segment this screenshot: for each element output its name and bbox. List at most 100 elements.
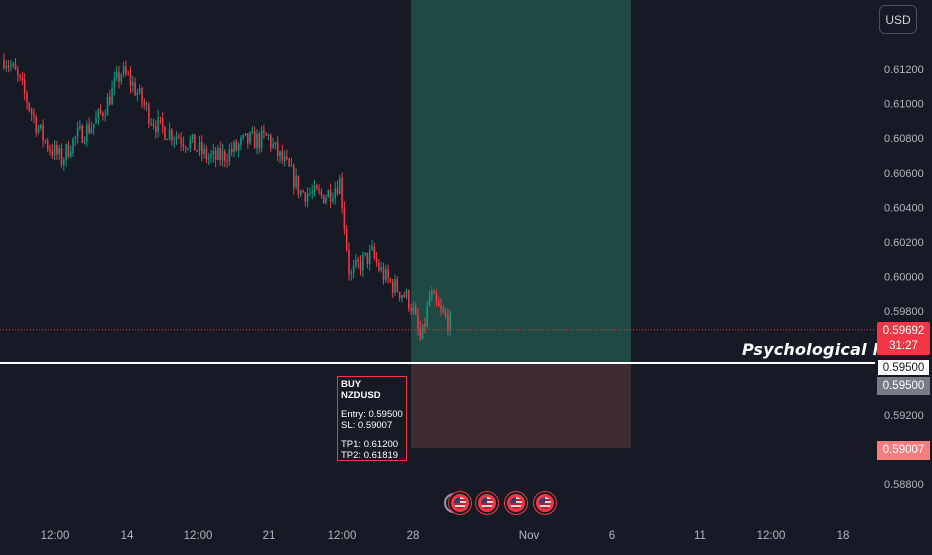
candle-body (56, 144, 58, 155)
candle-body (53, 144, 56, 156)
candle-body (65, 144, 67, 160)
candle-body (175, 136, 178, 139)
candle-body (166, 139, 169, 141)
candle-body (256, 133, 258, 149)
candle-body (276, 142, 279, 157)
candle-body (104, 115, 106, 117)
candle-body (235, 142, 238, 151)
candle-body (92, 123, 95, 129)
candle-body (141, 87, 143, 103)
candle-body (297, 175, 300, 195)
candle-body (219, 148, 221, 161)
candle-body (348, 249, 350, 274)
candle-body (350, 272, 353, 274)
candle-body (35, 116, 37, 133)
candle-body (387, 269, 389, 279)
candle-body (417, 314, 419, 329)
y-tick-label: 0.60800 (884, 133, 924, 145)
candle-body (224, 151, 226, 161)
candle-body (253, 131, 256, 149)
candle-body (385, 269, 387, 281)
candle-body (194, 134, 196, 151)
candle-body (106, 97, 109, 116)
loss-zone (411, 362, 631, 449)
us-flag-event-icon[interactable] (534, 492, 556, 514)
entry-price-tag: 0.59500 (877, 377, 930, 395)
candle-body (79, 125, 81, 129)
candle-body (191, 134, 194, 140)
candle-body (60, 147, 63, 165)
stop-loss-price-tag: 0.59007 (877, 441, 930, 460)
candle-body (30, 109, 33, 114)
candle-body (118, 71, 120, 82)
candle-body (230, 149, 233, 152)
candle-body (288, 158, 290, 167)
candle-body (329, 190, 332, 202)
candle-body (332, 198, 334, 202)
y-tick-label: 0.60000 (884, 272, 924, 284)
trade-note-tp1: TP1: 0.61200 (341, 439, 399, 450)
candle-body (129, 74, 132, 86)
bar-countdown: 31:27 (889, 340, 918, 352)
candle-body (37, 128, 40, 133)
last-price-tag: 0.59692 31:27 (877, 322, 930, 355)
candle-body (17, 69, 19, 75)
candle-body (150, 123, 152, 125)
x-tick-label: 14 (121, 530, 134, 542)
candle-body (371, 246, 373, 250)
x-tick-label: 12:00 (757, 530, 786, 542)
candle-body (189, 139, 192, 149)
candle-body (7, 66, 10, 68)
candle-body (433, 291, 435, 294)
candle-body (120, 74, 123, 82)
candle-body (111, 87, 113, 105)
candle-body (237, 144, 240, 151)
x-tick-label: 12:00 (184, 530, 213, 542)
candle-body (322, 194, 325, 204)
candle-body (5, 66, 8, 68)
us-flag-event-icon[interactable] (476, 492, 498, 514)
x-tick-label: Nov (519, 530, 540, 542)
trade-note-box[interactable]: BUY NZDUSD Entry: 0.59500 SL: 0.59007 TP… (337, 376, 407, 461)
candle-body (405, 290, 408, 297)
candle-body (221, 151, 224, 161)
candle-body (196, 150, 198, 152)
candle-body (431, 291, 433, 297)
candle-body (178, 136, 180, 139)
candle-body (233, 142, 235, 152)
candle-body (40, 124, 42, 129)
candle-body (295, 175, 297, 188)
us-flag-event-icon[interactable] (505, 492, 527, 514)
candle-body (343, 207, 346, 229)
candle-body (394, 279, 396, 293)
candle-body (19, 74, 21, 78)
candle-body (125, 66, 127, 74)
candle-body (306, 193, 309, 202)
candle-body (249, 132, 251, 144)
candle-body (339, 178, 341, 194)
candle-body (437, 301, 440, 307)
candle-body (155, 126, 157, 133)
candle-body (46, 140, 49, 149)
candle-body (334, 188, 336, 199)
candle-body (63, 159, 65, 165)
candle-body (168, 129, 171, 140)
candle-body (313, 185, 316, 192)
candle-body (270, 135, 272, 148)
currency-button[interactable]: USD (879, 5, 917, 34)
x-tick-label: 12:00 (41, 530, 70, 542)
candle-body (198, 141, 201, 151)
candle-body (99, 109, 102, 113)
candle-body (281, 151, 284, 161)
candle-body (398, 291, 401, 298)
us-flag-event-icon[interactable] (449, 492, 471, 514)
candle-body (412, 307, 415, 311)
candle-body (157, 117, 159, 133)
candle-body (145, 104, 148, 106)
candle-body (366, 252, 369, 264)
candle-body (408, 290, 410, 309)
candle-body (76, 128, 79, 137)
candle-body (403, 295, 405, 297)
